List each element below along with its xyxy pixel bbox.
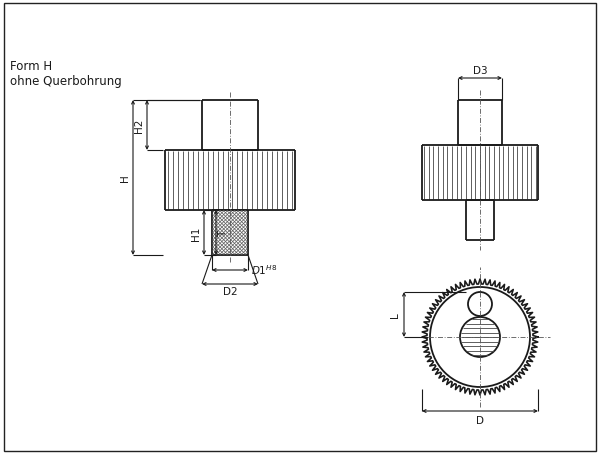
Text: H2: H2: [134, 119, 144, 133]
Text: H: H: [120, 174, 130, 182]
Text: L: L: [390, 312, 400, 318]
Text: ohne Querbohrung: ohne Querbohrung: [10, 74, 122, 87]
Text: T: T: [218, 230, 228, 236]
Text: Form H: Form H: [10, 59, 52, 72]
Text: H1: H1: [191, 226, 201, 240]
Text: D: D: [476, 415, 484, 425]
Text: D2: D2: [223, 286, 238, 296]
Text: D3: D3: [473, 66, 487, 76]
Text: $D1^{H8}$: $D1^{H8}$: [251, 263, 277, 276]
